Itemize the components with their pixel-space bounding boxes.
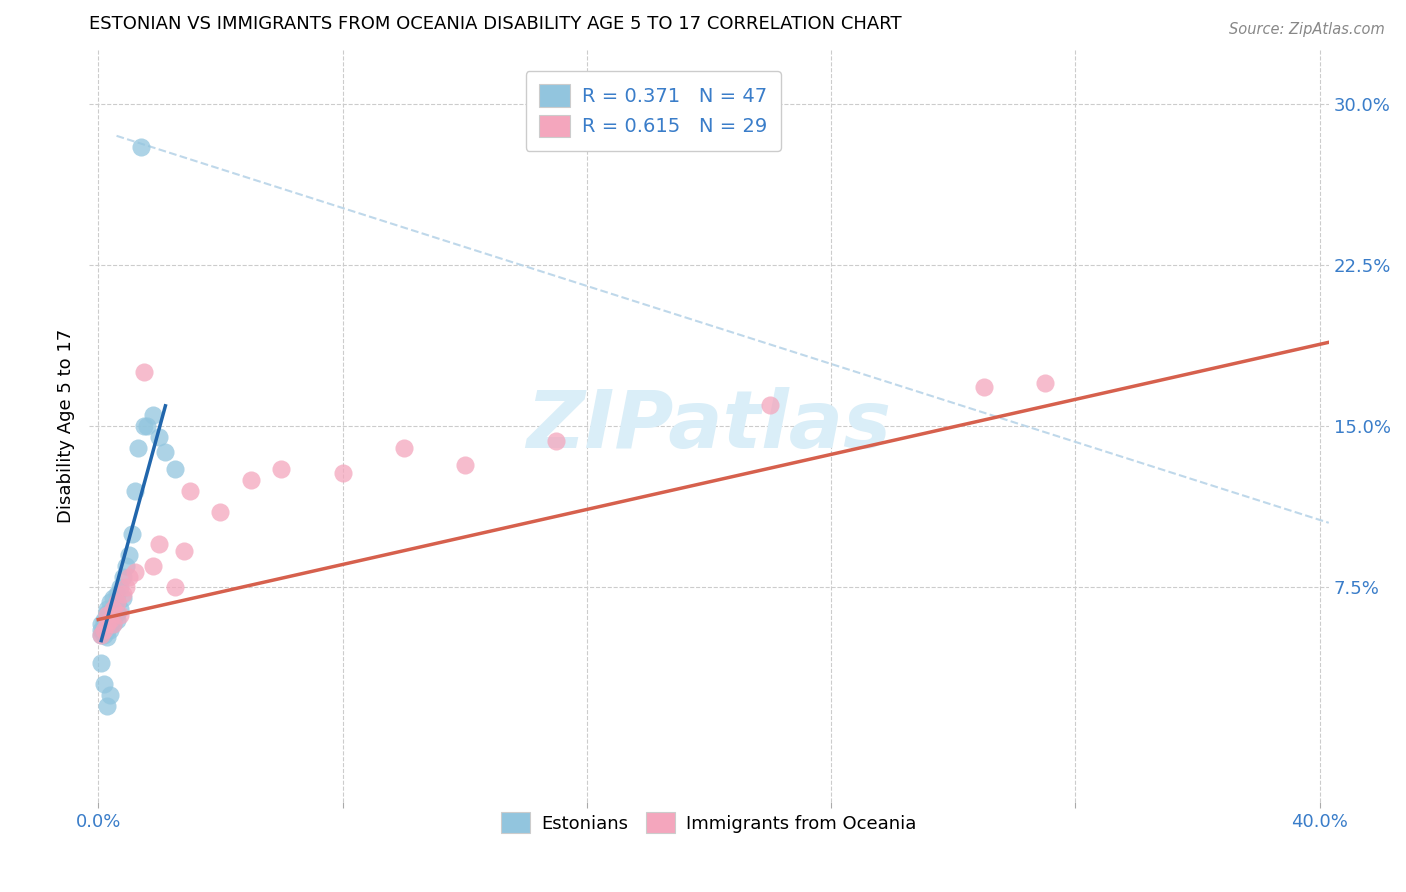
Point — [96, 613, 118, 627]
Point — [759, 398, 782, 412]
Point — [129, 139, 152, 153]
Point — [108, 580, 131, 594]
Point — [90, 627, 112, 641]
Point — [90, 627, 112, 641]
Point — [96, 606, 118, 620]
Point — [90, 616, 112, 631]
Point — [90, 656, 112, 670]
Point — [1033, 376, 1056, 390]
Point — [973, 380, 995, 394]
Point — [111, 569, 134, 583]
Point — [103, 601, 125, 615]
Point — [121, 526, 143, 541]
Point — [93, 627, 115, 641]
Point — [124, 483, 146, 498]
Point — [546, 434, 568, 449]
Point — [155, 445, 177, 459]
Point — [100, 606, 122, 620]
Point — [93, 613, 115, 627]
Point — [96, 616, 118, 631]
Point — [96, 630, 118, 644]
Point — [118, 569, 141, 583]
Point — [209, 505, 232, 519]
Point — [132, 419, 155, 434]
Point — [103, 591, 125, 605]
Point — [103, 613, 125, 627]
Point — [392, 441, 415, 455]
Point — [108, 601, 131, 615]
Point — [93, 677, 115, 691]
Point — [114, 558, 136, 573]
Point — [136, 419, 159, 434]
Point — [93, 624, 115, 638]
Point — [127, 441, 149, 455]
Point — [96, 616, 118, 631]
Point — [93, 616, 115, 631]
Point — [239, 473, 262, 487]
Point — [132, 365, 155, 379]
Text: ESTONIAN VS IMMIGRANTS FROM OCEANIA DISABILITY AGE 5 TO 17 CORRELATION CHART: ESTONIAN VS IMMIGRANTS FROM OCEANIA DISA… — [89, 15, 901, 33]
Point — [103, 616, 125, 631]
Point — [100, 688, 122, 702]
Point — [100, 613, 122, 627]
Point — [148, 537, 170, 551]
Point — [173, 543, 195, 558]
Y-axis label: Disability Age 5 to 17: Disability Age 5 to 17 — [58, 329, 75, 524]
Point — [100, 616, 122, 631]
Point — [111, 591, 134, 605]
Point — [163, 462, 186, 476]
Text: ZIPatlas: ZIPatlas — [526, 387, 891, 465]
Point — [105, 595, 128, 609]
Text: Source: ZipAtlas.com: Source: ZipAtlas.com — [1229, 22, 1385, 37]
Point — [96, 601, 118, 615]
Point — [96, 698, 118, 713]
Point — [114, 580, 136, 594]
Point — [105, 613, 128, 627]
Point — [96, 608, 118, 623]
Point — [142, 558, 165, 573]
Legend: Estonians, Immigrants from Oceania: Estonians, Immigrants from Oceania — [489, 800, 929, 846]
Point — [105, 606, 128, 620]
Point — [142, 409, 165, 423]
Point — [179, 483, 201, 498]
Point — [90, 624, 112, 638]
Point — [100, 595, 122, 609]
Point — [453, 458, 475, 472]
Point — [93, 624, 115, 638]
Point — [270, 462, 292, 476]
Point — [118, 548, 141, 562]
Point — [100, 624, 122, 638]
Point — [103, 616, 125, 631]
Point — [103, 608, 125, 623]
Point — [105, 587, 128, 601]
Point — [111, 587, 134, 601]
Point — [124, 566, 146, 580]
Point — [163, 580, 186, 594]
Point — [108, 608, 131, 623]
Point — [96, 624, 118, 638]
Point — [100, 613, 122, 627]
Point — [105, 595, 128, 609]
Point — [148, 430, 170, 444]
Point — [332, 467, 354, 481]
Point — [103, 601, 125, 615]
